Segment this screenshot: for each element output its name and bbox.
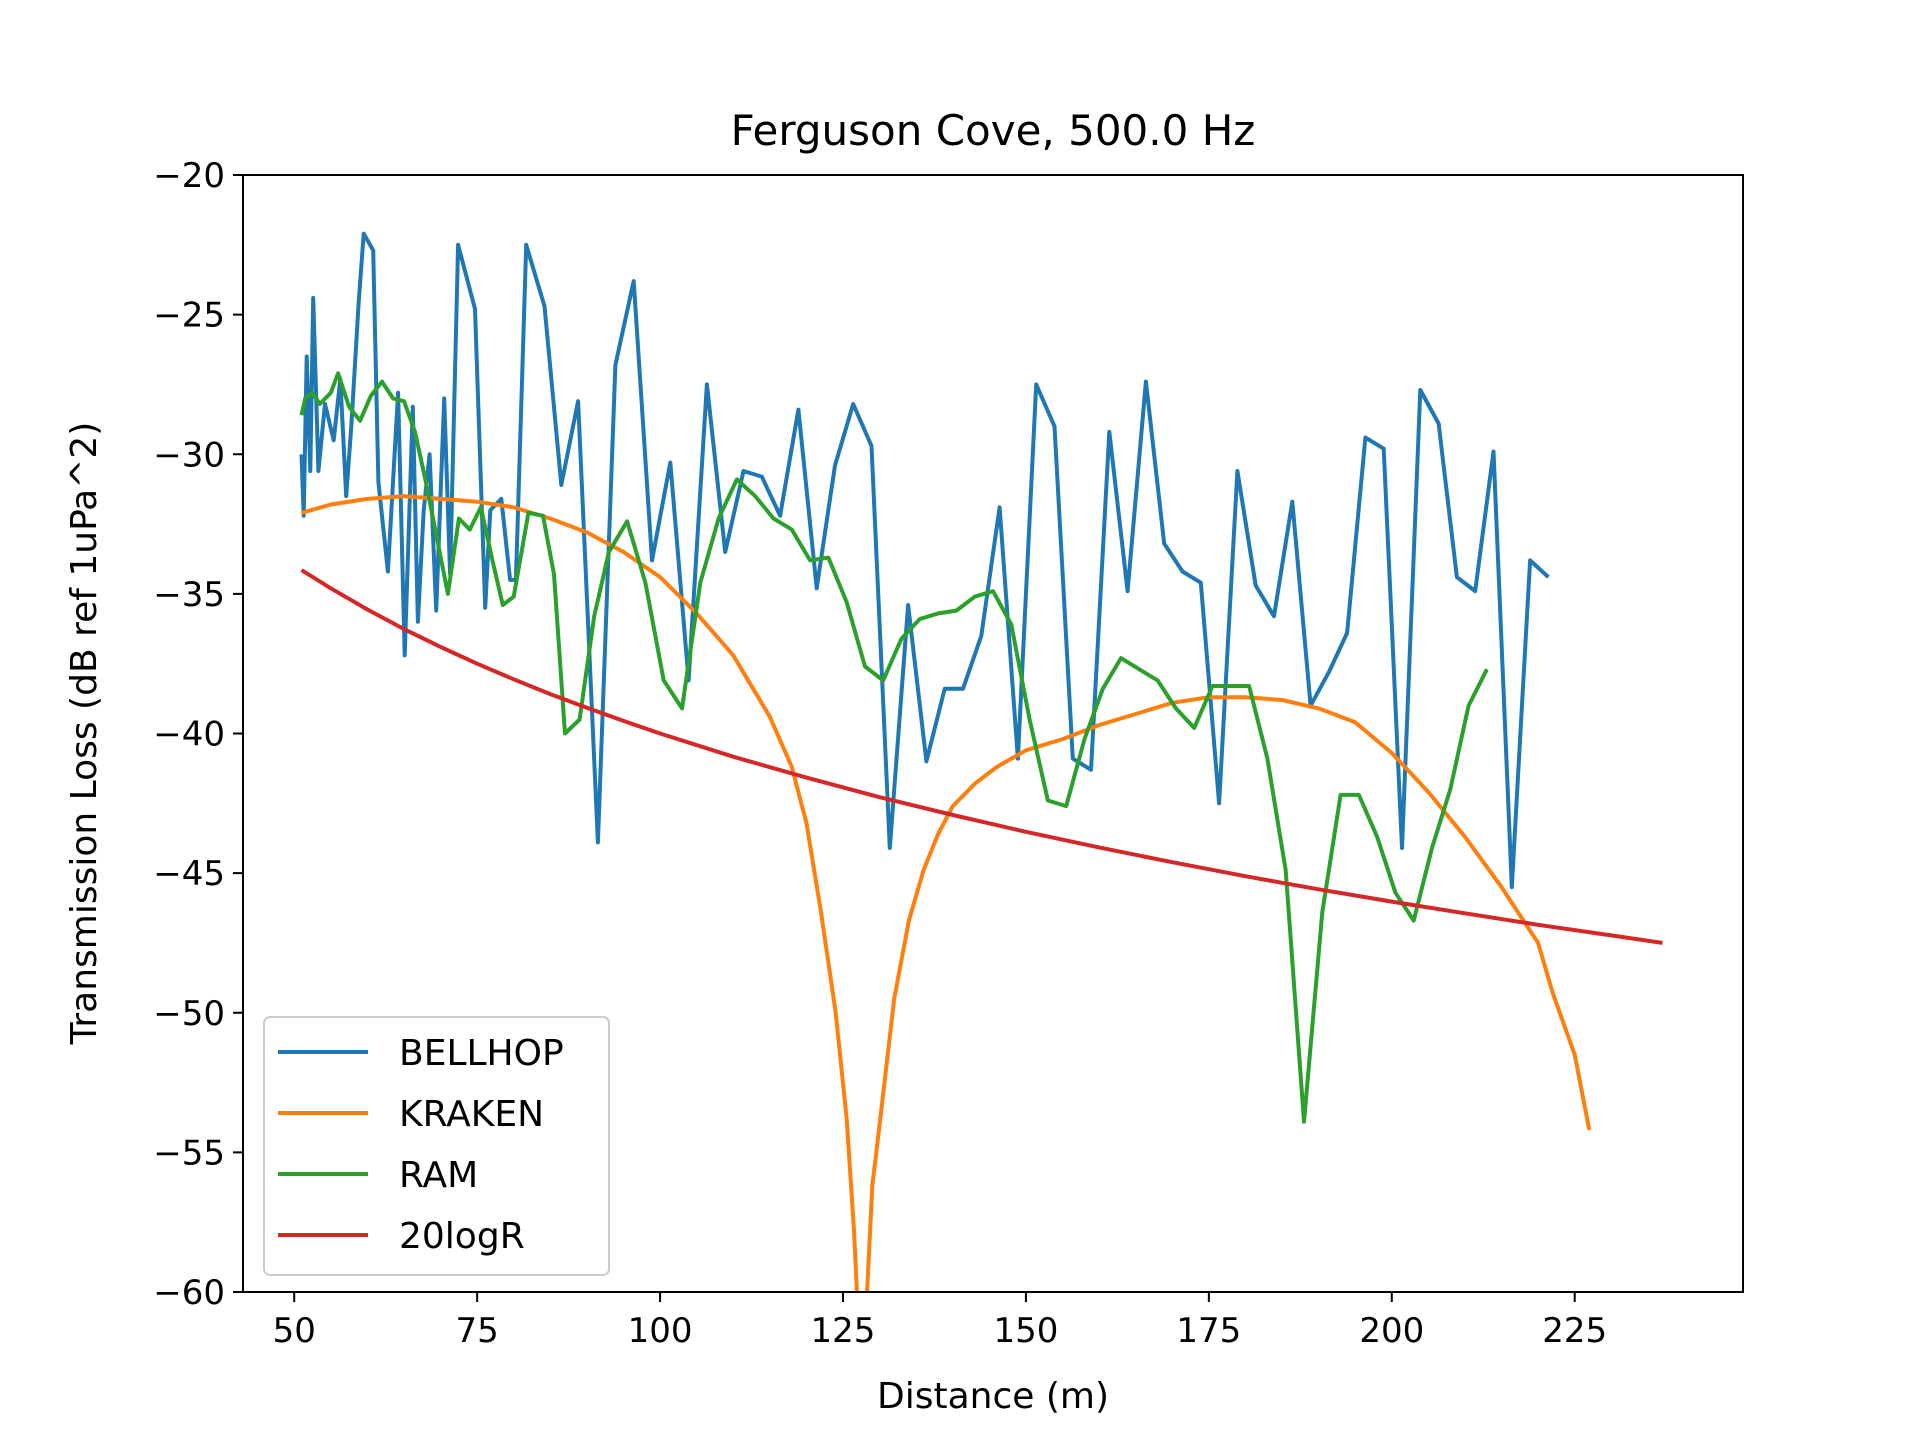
- series-layer: [299, 231, 1663, 1292]
- y-axis-label: Transmission Loss (dB ref 1uPa^2): [64, 422, 105, 1046]
- x-tick-label: 175: [1176, 1311, 1241, 1351]
- legend-label-ram: RAM: [399, 1155, 478, 1196]
- legend-box: [263, 1016, 610, 1276]
- y-tick-label: −20: [153, 156, 225, 196]
- x-tick-label: 125: [811, 1311, 876, 1351]
- x-tick-label: 150: [993, 1311, 1058, 1351]
- legend-label-20logr: 20logR: [399, 1216, 525, 1257]
- chart-title: Ferguson Cove, 500.0 Hz: [731, 106, 1256, 155]
- y-tick-label: −30: [153, 435, 225, 475]
- y-tick-label: −60: [153, 1273, 225, 1313]
- y-tick-label: −40: [153, 715, 225, 755]
- x-axis-label: Distance (m): [877, 1376, 1109, 1417]
- series-line-kraken: [300, 494, 1592, 1292]
- series-line-bellhop: [299, 231, 1550, 890]
- y-tick-label: −35: [153, 575, 225, 615]
- x-tick-label: 50: [273, 1311, 316, 1351]
- legend-label-kraken: KRAKEN: [399, 1094, 544, 1135]
- x-tick-label: 200: [1359, 1311, 1424, 1351]
- x-tick-label: 225: [1542, 1311, 1607, 1351]
- y-axis: −20 −25 −30 −35 −40 −45 −50 −55 −60: [153, 156, 243, 1313]
- series-line-ram: [299, 371, 1489, 1124]
- legend: BELLHOP KRAKEN RAM 20logR: [263, 1016, 610, 1276]
- x-tick-label: 100: [628, 1311, 693, 1351]
- x-axis: 50 75 100 125 150 175 200 225: [273, 1292, 1607, 1351]
- x-tick-label: 75: [456, 1311, 499, 1351]
- y-tick-label: −50: [153, 994, 225, 1034]
- legend-label-bellhop: BELLHOP: [399, 1033, 564, 1074]
- y-tick-label: −55: [153, 1133, 225, 1173]
- series-line-20logr: [300, 568, 1663, 945]
- y-tick-label: −25: [153, 296, 225, 336]
- y-tick-label: −45: [153, 854, 225, 894]
